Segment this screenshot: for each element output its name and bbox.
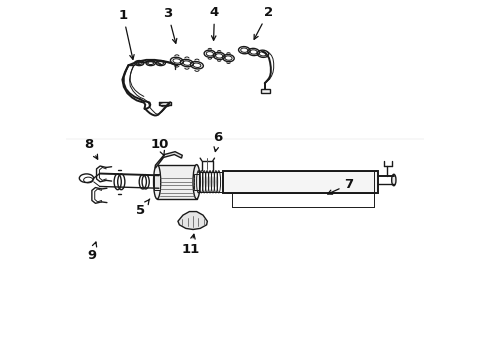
Bar xyxy=(154,174,160,190)
Ellipse shape xyxy=(153,165,161,199)
Bar xyxy=(194,174,199,190)
Polygon shape xyxy=(178,212,207,229)
Bar xyxy=(261,89,270,93)
Polygon shape xyxy=(155,152,182,168)
Ellipse shape xyxy=(392,174,396,186)
Ellipse shape xyxy=(193,165,200,199)
Text: 7: 7 xyxy=(328,178,354,194)
Polygon shape xyxy=(157,165,196,199)
Text: 11: 11 xyxy=(181,234,199,256)
Text: 5: 5 xyxy=(136,199,150,217)
Text: 3: 3 xyxy=(163,7,177,43)
Text: 9: 9 xyxy=(87,242,97,262)
Text: 2: 2 xyxy=(254,6,273,39)
Text: 1: 1 xyxy=(119,9,134,59)
Bar xyxy=(223,171,378,193)
Text: 8: 8 xyxy=(84,138,98,159)
Text: 4: 4 xyxy=(210,6,219,40)
Text: 6: 6 xyxy=(214,131,223,152)
Text: 10: 10 xyxy=(150,138,169,156)
